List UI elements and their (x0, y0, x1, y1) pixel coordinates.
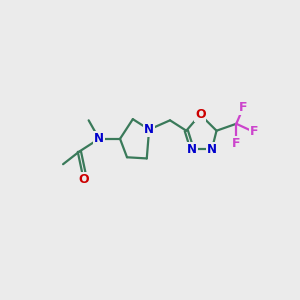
Text: F: F (239, 101, 248, 114)
Text: F: F (250, 125, 258, 138)
Text: N: N (207, 143, 217, 156)
Text: N: N (94, 132, 104, 145)
Text: N: N (144, 123, 154, 136)
Text: F: F (232, 137, 241, 150)
Text: N: N (187, 143, 197, 156)
Text: O: O (79, 173, 89, 186)
Text: O: O (195, 108, 206, 121)
